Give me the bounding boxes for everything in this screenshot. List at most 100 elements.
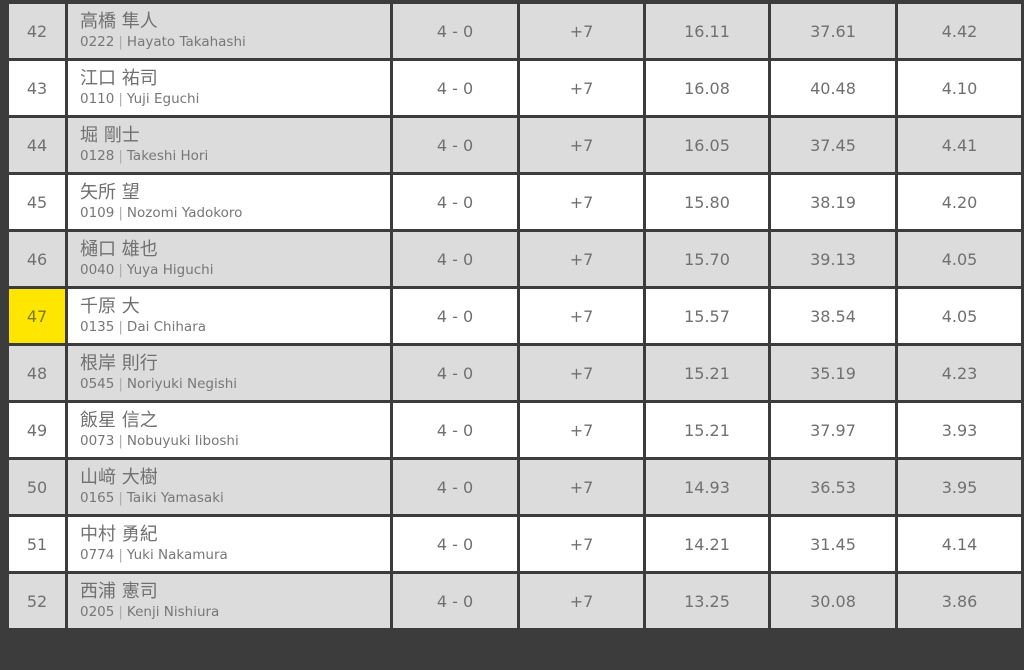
player-id: 0073 — [80, 433, 115, 449]
player-id: 0040 — [80, 262, 115, 278]
stat1-cell: 15.80 — [643, 172, 771, 232]
record-cell: 4 - 0 — [390, 229, 520, 289]
table-row[interactable]: 43 江口 祐司 0110 | Yuji Eguchi 4 - 0 +7 16.08 40.48… — [6, 58, 1024, 118]
player-cell[interactable]: 千原 大 0135 | Dai Chihara — [65, 286, 393, 346]
table-row[interactable]: 52 西浦 憲司 0205 | Kenji Nishiura 4 - 0 +7 13.25 30… — [6, 571, 1024, 631]
rank-cell: 43 — [6, 58, 68, 118]
separator: | — [118, 148, 123, 164]
rank-cell: 52 — [6, 571, 68, 631]
player-name-jp: 西浦 憲司 — [80, 581, 158, 602]
rank-cell: 48 — [6, 343, 68, 403]
rank-cell: 47 — [6, 286, 68, 346]
table-row[interactable]: 42 高橋 隼人 0222 | Hayato Takahashi 4 - 0 +7 16.11… — [6, 1, 1024, 61]
table-row[interactable]: 46 樋口 雄也 0040 | Yuya Higuchi 4 - 0 +7 15.70 39.1… — [6, 229, 1024, 289]
player-id: 0128 — [80, 148, 115, 164]
player-name-en: Yuki Nakamura — [126, 547, 228, 563]
diff-cell: +7 — [517, 229, 646, 289]
player-name-en: Nozomi Yadokoro — [126, 205, 243, 221]
stat2-cell: 30.08 — [768, 571, 898, 631]
table-row[interactable]: 47 千原 大 0135 | Dai Chihara 4 - 0 +7 15.57 38.54 4… — [6, 286, 1024, 346]
player-name-en: Nobuyuki Iiboshi — [126, 433, 239, 449]
stat2-cell: 37.61 — [768, 1, 898, 61]
player-name-jp: 根岸 則行 — [80, 353, 158, 374]
stat1-cell: 15.70 — [643, 229, 771, 289]
player-cell[interactable]: 西浦 憲司 0205 | Kenji Nishiura — [65, 571, 393, 631]
player-id: 0774 — [80, 547, 115, 563]
rank-cell: 44 — [6, 115, 68, 175]
stat2-cell: 38.19 — [768, 172, 898, 232]
table-row[interactable]: 49 飯星 信之 0073 | Nobuyuki Iiboshi 4 - 0 +7 15.21… — [6, 400, 1024, 460]
record-cell: 4 - 0 — [390, 343, 520, 403]
diff-cell: +7 — [517, 172, 646, 232]
stat2-cell: 40.48 — [768, 58, 898, 118]
player-name-jp: 高橋 隼人 — [80, 11, 158, 32]
player-cell[interactable]: 中村 勇紀 0774 | Yuki Nakamura — [65, 514, 393, 574]
player-id: 0110 — [80, 91, 115, 107]
stat3-cell: 4.05 — [895, 229, 1024, 289]
record-cell: 4 - 0 — [390, 1, 520, 61]
player-cell[interactable]: 山﨑 大樹 0165 | Taiki Yamasaki — [65, 457, 393, 517]
separator: | — [118, 91, 123, 107]
stat1-cell: 15.21 — [643, 343, 771, 403]
player-name-jp: 堀 剛士 — [80, 125, 140, 146]
player-cell[interactable]: 樋口 雄也 0040 | Yuya Higuchi — [65, 229, 393, 289]
player-id: 0205 — [80, 604, 115, 620]
rank-cell: 50 — [6, 457, 68, 517]
separator: | — [118, 547, 123, 563]
record-cell: 4 - 0 — [390, 115, 520, 175]
player-cell[interactable]: 堀 剛士 0128 | Takeshi Hori — [65, 115, 393, 175]
table-row[interactable]: 45 矢所 望 0109 | Nozomi Yadokoro 4 - 0 +7 15.80 38… — [6, 172, 1024, 232]
rank-cell: 49 — [6, 400, 68, 460]
player-cell[interactable]: 矢所 望 0109 | Nozomi Yadokoro — [65, 172, 393, 232]
diff-cell: +7 — [517, 286, 646, 346]
player-id: 0165 — [80, 490, 115, 506]
player-id: 0109 — [80, 205, 115, 221]
stat3-cell: 3.93 — [895, 400, 1024, 460]
stat3-cell: 3.95 — [895, 457, 1024, 517]
separator: | — [118, 604, 123, 620]
rank-cell: 42 — [6, 1, 68, 61]
table-row[interactable]: 50 山﨑 大樹 0165 | Taiki Yamasaki 4 - 0 +7 14.93 36… — [6, 457, 1024, 517]
player-cell[interactable]: 江口 祐司 0110 | Yuji Eguchi — [65, 58, 393, 118]
player-cell[interactable]: 根岸 則行 0545 | Noriyuki Negishi — [65, 343, 393, 403]
player-name-jp: 江口 祐司 — [80, 68, 158, 89]
record-cell: 4 - 0 — [390, 172, 520, 232]
player-name-en: Yuya Higuchi — [126, 262, 214, 278]
record-cell: 4 - 0 — [390, 58, 520, 118]
ranking-table: 42 高橋 隼人 0222 | Hayato Takahashi 4 - 0 +7 16.11… — [6, 1, 1024, 631]
player-cell[interactable]: 飯星 信之 0073 | Nobuyuki Iiboshi — [65, 400, 393, 460]
rank-cell: 51 — [6, 514, 68, 574]
separator: | — [118, 34, 123, 50]
table-row[interactable]: 51 中村 勇紀 0774 | Yuki Nakamura 4 - 0 +7 14.21 31.… — [6, 514, 1024, 574]
stat2-cell: 35.19 — [768, 343, 898, 403]
table-row[interactable]: 44 堀 剛士 0128 | Takeshi Hori 4 - 0 +7 16.05 37.45… — [6, 115, 1024, 175]
separator: | — [118, 319, 123, 335]
stat2-cell: 37.97 — [768, 400, 898, 460]
diff-cell: +7 — [517, 457, 646, 517]
stat2-cell: 37.45 — [768, 115, 898, 175]
stat1-cell: 13.25 — [643, 571, 771, 631]
record-cell: 4 - 0 — [390, 400, 520, 460]
separator: | — [118, 376, 123, 392]
diff-cell: +7 — [517, 115, 646, 175]
player-name-jp: 樋口 雄也 — [80, 239, 158, 260]
stat2-cell: 36.53 — [768, 457, 898, 517]
separator: | — [118, 490, 123, 506]
stat2-cell: 31.45 — [768, 514, 898, 574]
rank-cell: 46 — [6, 229, 68, 289]
stat3-cell: 4.41 — [895, 115, 1024, 175]
player-id: 0135 — [80, 319, 115, 335]
table-row[interactable]: 48 根岸 則行 0545 | Noriyuki Negishi 4 - 0 +7 15.21… — [6, 343, 1024, 403]
player-name-en: Taiki Yamasaki — [126, 490, 224, 506]
stat3-cell: 4.10 — [895, 58, 1024, 118]
diff-cell: +7 — [517, 1, 646, 61]
stat1-cell: 14.21 — [643, 514, 771, 574]
player-name-jp: 飯星 信之 — [80, 410, 158, 431]
stat1-cell: 16.08 — [643, 58, 771, 118]
player-name-jp: 山﨑 大樹 — [80, 467, 158, 488]
player-id: 0222 — [80, 34, 115, 50]
player-cell[interactable]: 高橋 隼人 0222 | Hayato Takahashi — [65, 1, 393, 61]
rank-cell: 45 — [6, 172, 68, 232]
player-id: 0545 — [80, 376, 115, 392]
record-cell: 4 - 0 — [390, 286, 520, 346]
